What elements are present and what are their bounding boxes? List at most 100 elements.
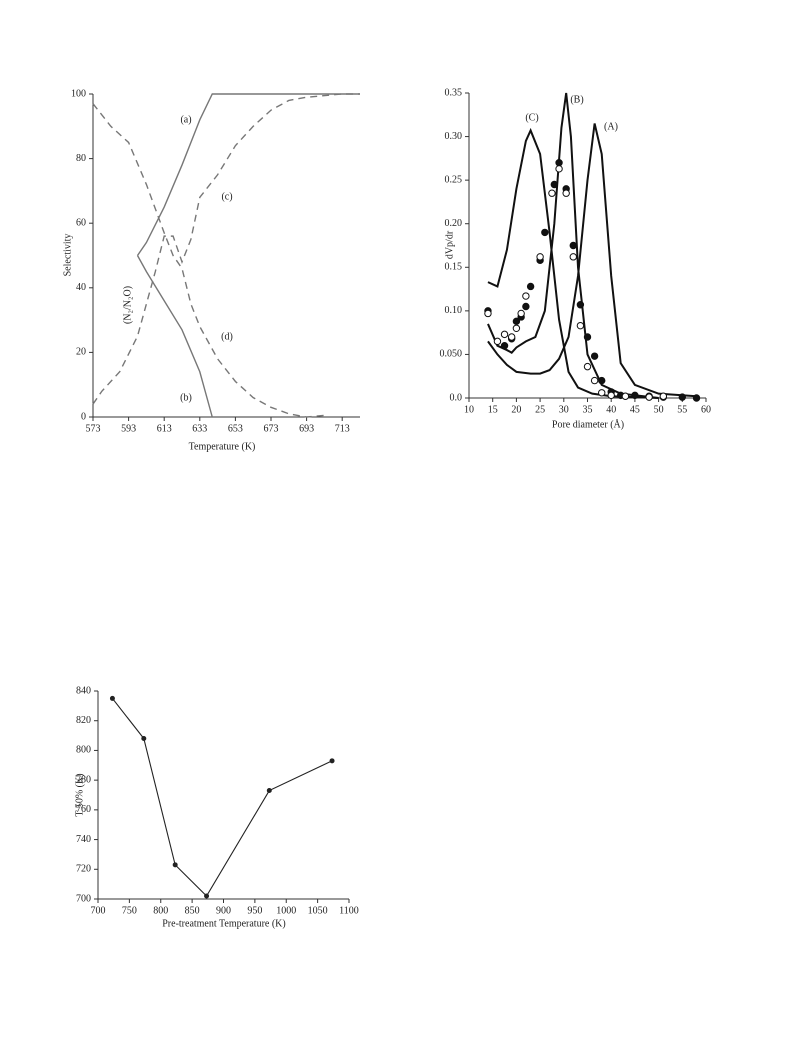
- series-label: (C): [525, 112, 538, 123]
- x-tick-label: 633: [192, 423, 207, 434]
- x-tick-label: 35: [583, 404, 593, 415]
- data-point: [692, 394, 701, 402]
- x-tick-label: 15: [488, 404, 498, 415]
- data-point: [548, 189, 556, 197]
- y-tick-label: 40: [76, 282, 86, 293]
- data-point: [329, 758, 335, 764]
- y-tick-label: 0.15: [445, 262, 463, 273]
- data-point: [576, 301, 585, 309]
- y-tick-label: 760: [76, 804, 91, 815]
- series-line: [487, 123, 697, 398]
- y-tick-label: 0.10: [445, 305, 463, 316]
- data-point: [484, 309, 492, 318]
- x-tick-label: 1050: [308, 905, 328, 916]
- data-point: [512, 324, 521, 332]
- series-line: [92, 103, 325, 418]
- y-tick-label: 840: [76, 685, 91, 696]
- x-tick-label: 673: [264, 423, 279, 434]
- series-line: [92, 93, 360, 405]
- x-tick-label: 950: [247, 905, 262, 916]
- data-point: [569, 253, 577, 261]
- data-point: [583, 333, 592, 341]
- y-tick-label: 800: [76, 745, 91, 756]
- data-point: [598, 389, 606, 397]
- data-point: [526, 282, 535, 291]
- series-line: [487, 92, 659, 399]
- x-tick-label: 60: [701, 404, 711, 415]
- y-tick-label: 20: [76, 347, 86, 358]
- x-tick-label: 40: [606, 404, 616, 415]
- y-tick-label: 80: [76, 153, 86, 164]
- data-point: [631, 391, 639, 400]
- data-point: [522, 292, 530, 300]
- data-point: [590, 352, 599, 360]
- y-tick-label: 0.35: [445, 87, 463, 98]
- x-tick-label: 1100: [339, 905, 359, 916]
- y-axis-title: Selectivity: [62, 234, 73, 277]
- data-point: [109, 695, 115, 701]
- data-point: [569, 241, 577, 250]
- series-line: [487, 127, 659, 399]
- y-tick-label: 720: [76, 864, 91, 875]
- data-point: [512, 317, 521, 326]
- data-point: [645, 393, 653, 401]
- series-line: [136, 93, 360, 256]
- data-point: [493, 337, 502, 346]
- series-label: (d): [221, 331, 233, 342]
- x-tick-label: 700: [91, 905, 106, 916]
- data-point: [607, 391, 615, 400]
- data-point: [141, 736, 147, 742]
- x-axis-title: Temperature (K): [189, 441, 256, 452]
- data-point: [583, 362, 592, 371]
- x-tick-label: 50: [654, 404, 664, 415]
- data-point: [500, 330, 509, 339]
- annotation: (N₂/N₂O): [122, 286, 133, 324]
- data-point: [659, 392, 668, 400]
- data-point: [507, 333, 516, 341]
- x-tick-label: 55: [677, 404, 687, 415]
- y-axis-title: T 50% (K): [74, 773, 85, 816]
- data-point: [500, 342, 509, 350]
- data-point: [562, 189, 570, 197]
- series-label: (a): [180, 114, 191, 125]
- y-tick-label: 0: [81, 411, 86, 422]
- data-point: [266, 788, 272, 794]
- series-line: [136, 255, 213, 418]
- y-axis-title: dVp/dr: [444, 230, 455, 259]
- y-tick-label: 0.050: [440, 349, 463, 360]
- data-point: [590, 376, 599, 385]
- x-tick-label: 653: [228, 423, 243, 434]
- x-tick-label: 693: [299, 423, 314, 434]
- series-label: (b): [180, 392, 192, 403]
- data-point: [541, 228, 549, 237]
- series-label: (c): [221, 191, 232, 202]
- y-tick-label: 100: [71, 88, 86, 99]
- y-tick-label: 60: [76, 217, 86, 228]
- y-tick-label: 0.25: [445, 174, 463, 185]
- x-tick-label: 30: [559, 404, 569, 415]
- data-point: [522, 302, 530, 311]
- x-tick-label: 25: [535, 404, 545, 415]
- x-tick-label: 750: [122, 905, 137, 916]
- series-label: (B): [570, 94, 583, 105]
- series-line: [111, 698, 333, 897]
- y-tick-label: 0.0: [450, 392, 463, 403]
- data-point: [517, 309, 525, 318]
- x-axis-title: Pore diameter (Å): [552, 418, 624, 430]
- y-tick-label: 780: [76, 774, 91, 785]
- x-tick-label: 850: [185, 905, 200, 916]
- x-tick-label: 593: [121, 423, 136, 434]
- x-tick-label: 573: [86, 423, 101, 434]
- y-tick-label: 740: [76, 834, 91, 845]
- x-tick-label: 800: [153, 905, 168, 916]
- data-point: [550, 180, 559, 189]
- x-tick-label: 20: [511, 404, 521, 415]
- data-point: [172, 862, 178, 868]
- data-point: [555, 159, 563, 167]
- y-tick-label: 0.30: [445, 131, 463, 142]
- data-point: [576, 321, 585, 330]
- data-point: [204, 893, 210, 899]
- x-axis-title: Pre-treatment Temperature (K): [162, 918, 286, 929]
- y-tick-label: 820: [76, 715, 91, 726]
